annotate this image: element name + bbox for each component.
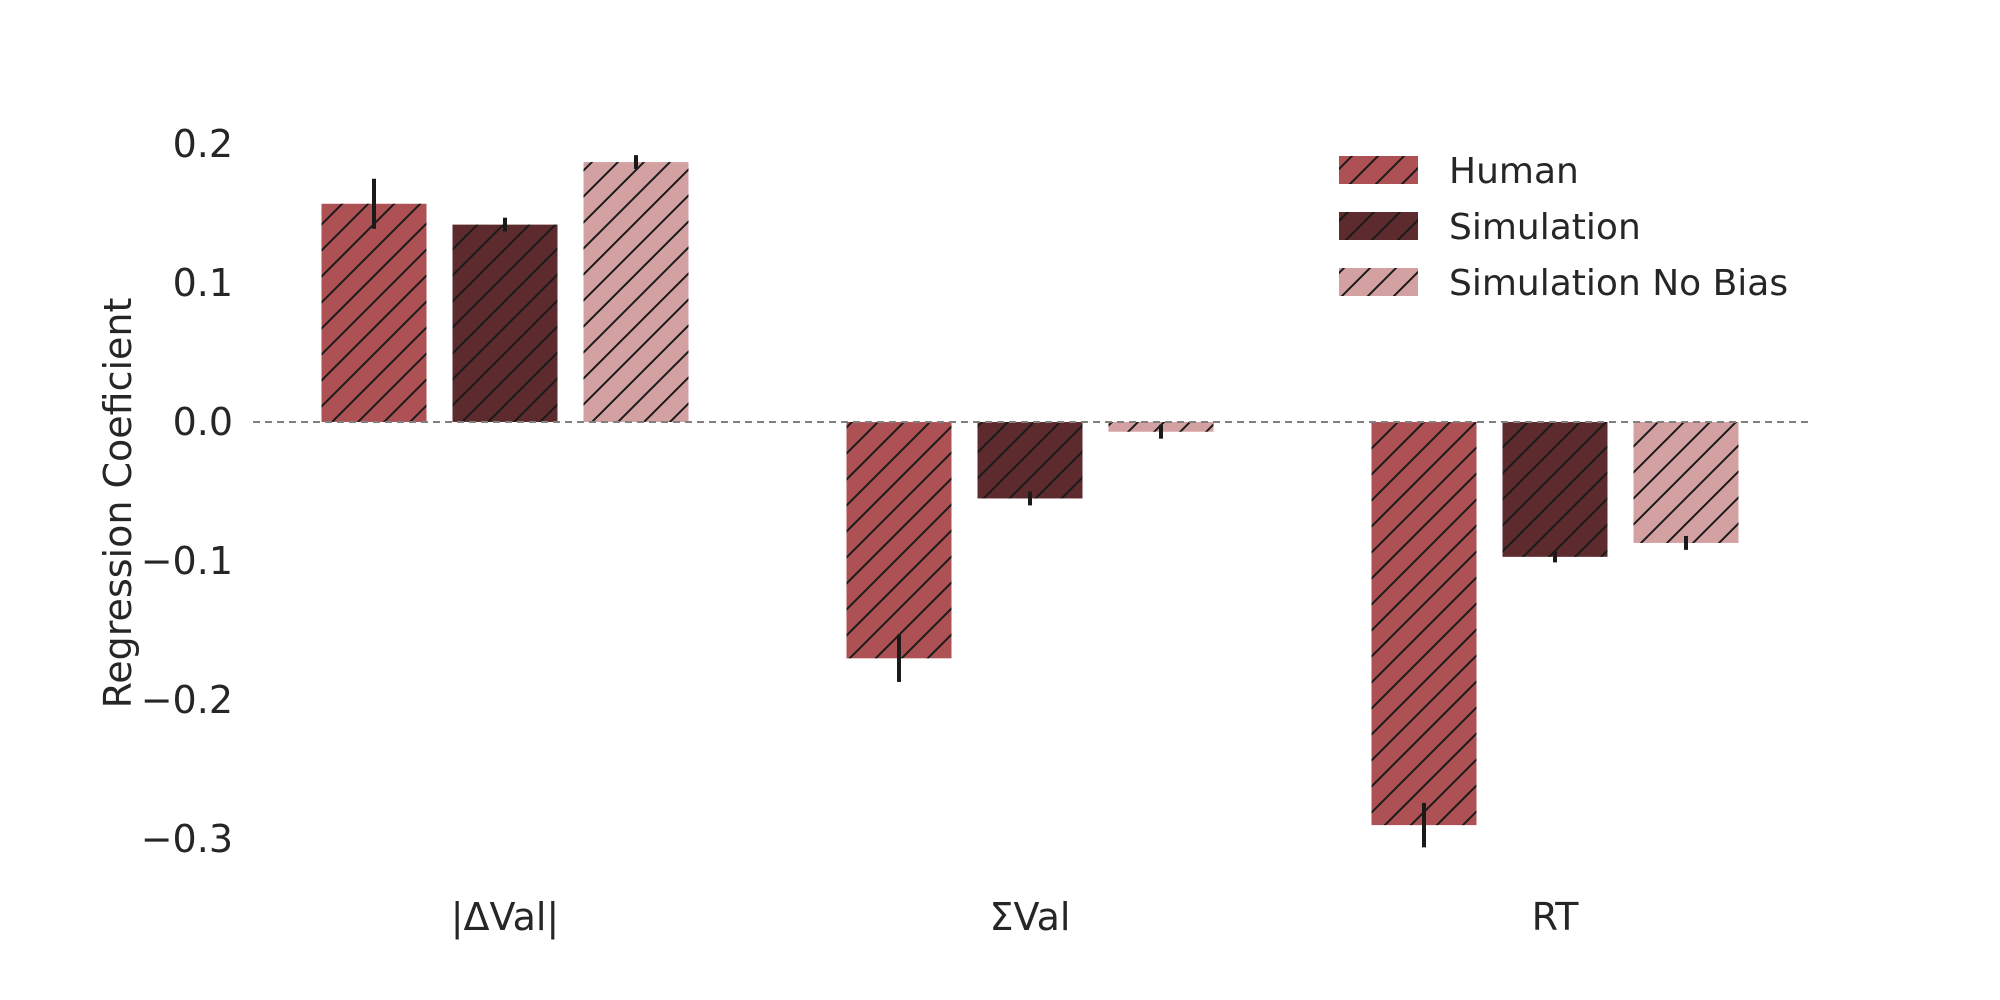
bar: [452, 224, 558, 422]
bar: [1502, 422, 1608, 557]
y-tick-label: −0.1: [141, 539, 233, 583]
x-tick-label: ΣVal: [990, 895, 1071, 939]
y-tick-label: 0.1: [173, 261, 233, 305]
y-tick-label: 0.2: [173, 122, 233, 166]
error-bars-group: [372, 155, 1688, 848]
bar: [1371, 422, 1477, 826]
x-tick-label: |ΔVal|: [451, 895, 560, 940]
y-tick-label: 0.0: [173, 400, 233, 444]
y-tick-label: −0.2: [141, 678, 233, 722]
legend-label: Human: [1449, 151, 1579, 192]
y-tick-labels: −0.3 −0.2 −0.1 0.0 0.1 0.2: [141, 122, 233, 861]
legend-label: Simulation No Bias: [1449, 263, 1788, 304]
x-tick-labels: |ΔVal| ΣVal RT: [451, 895, 1579, 940]
legend-item: Simulation: [1339, 207, 1641, 248]
legend: Human Simulation Simulation No Bias: [1339, 151, 1788, 304]
bar: [846, 422, 952, 659]
bar: [1633, 422, 1739, 543]
legend-label: Simulation: [1449, 207, 1641, 248]
bar: [321, 203, 427, 422]
y-axis-label: Regression Coeficient: [96, 298, 140, 709]
x-tick-label: RT: [1532, 895, 1580, 939]
legend-item: Human: [1339, 151, 1579, 192]
bar: [583, 162, 689, 422]
bars-group: [321, 162, 1739, 826]
y-tick-label: −0.3: [141, 817, 233, 861]
legend-item: Simulation No Bias: [1339, 263, 1788, 304]
bar: [977, 422, 1083, 499]
